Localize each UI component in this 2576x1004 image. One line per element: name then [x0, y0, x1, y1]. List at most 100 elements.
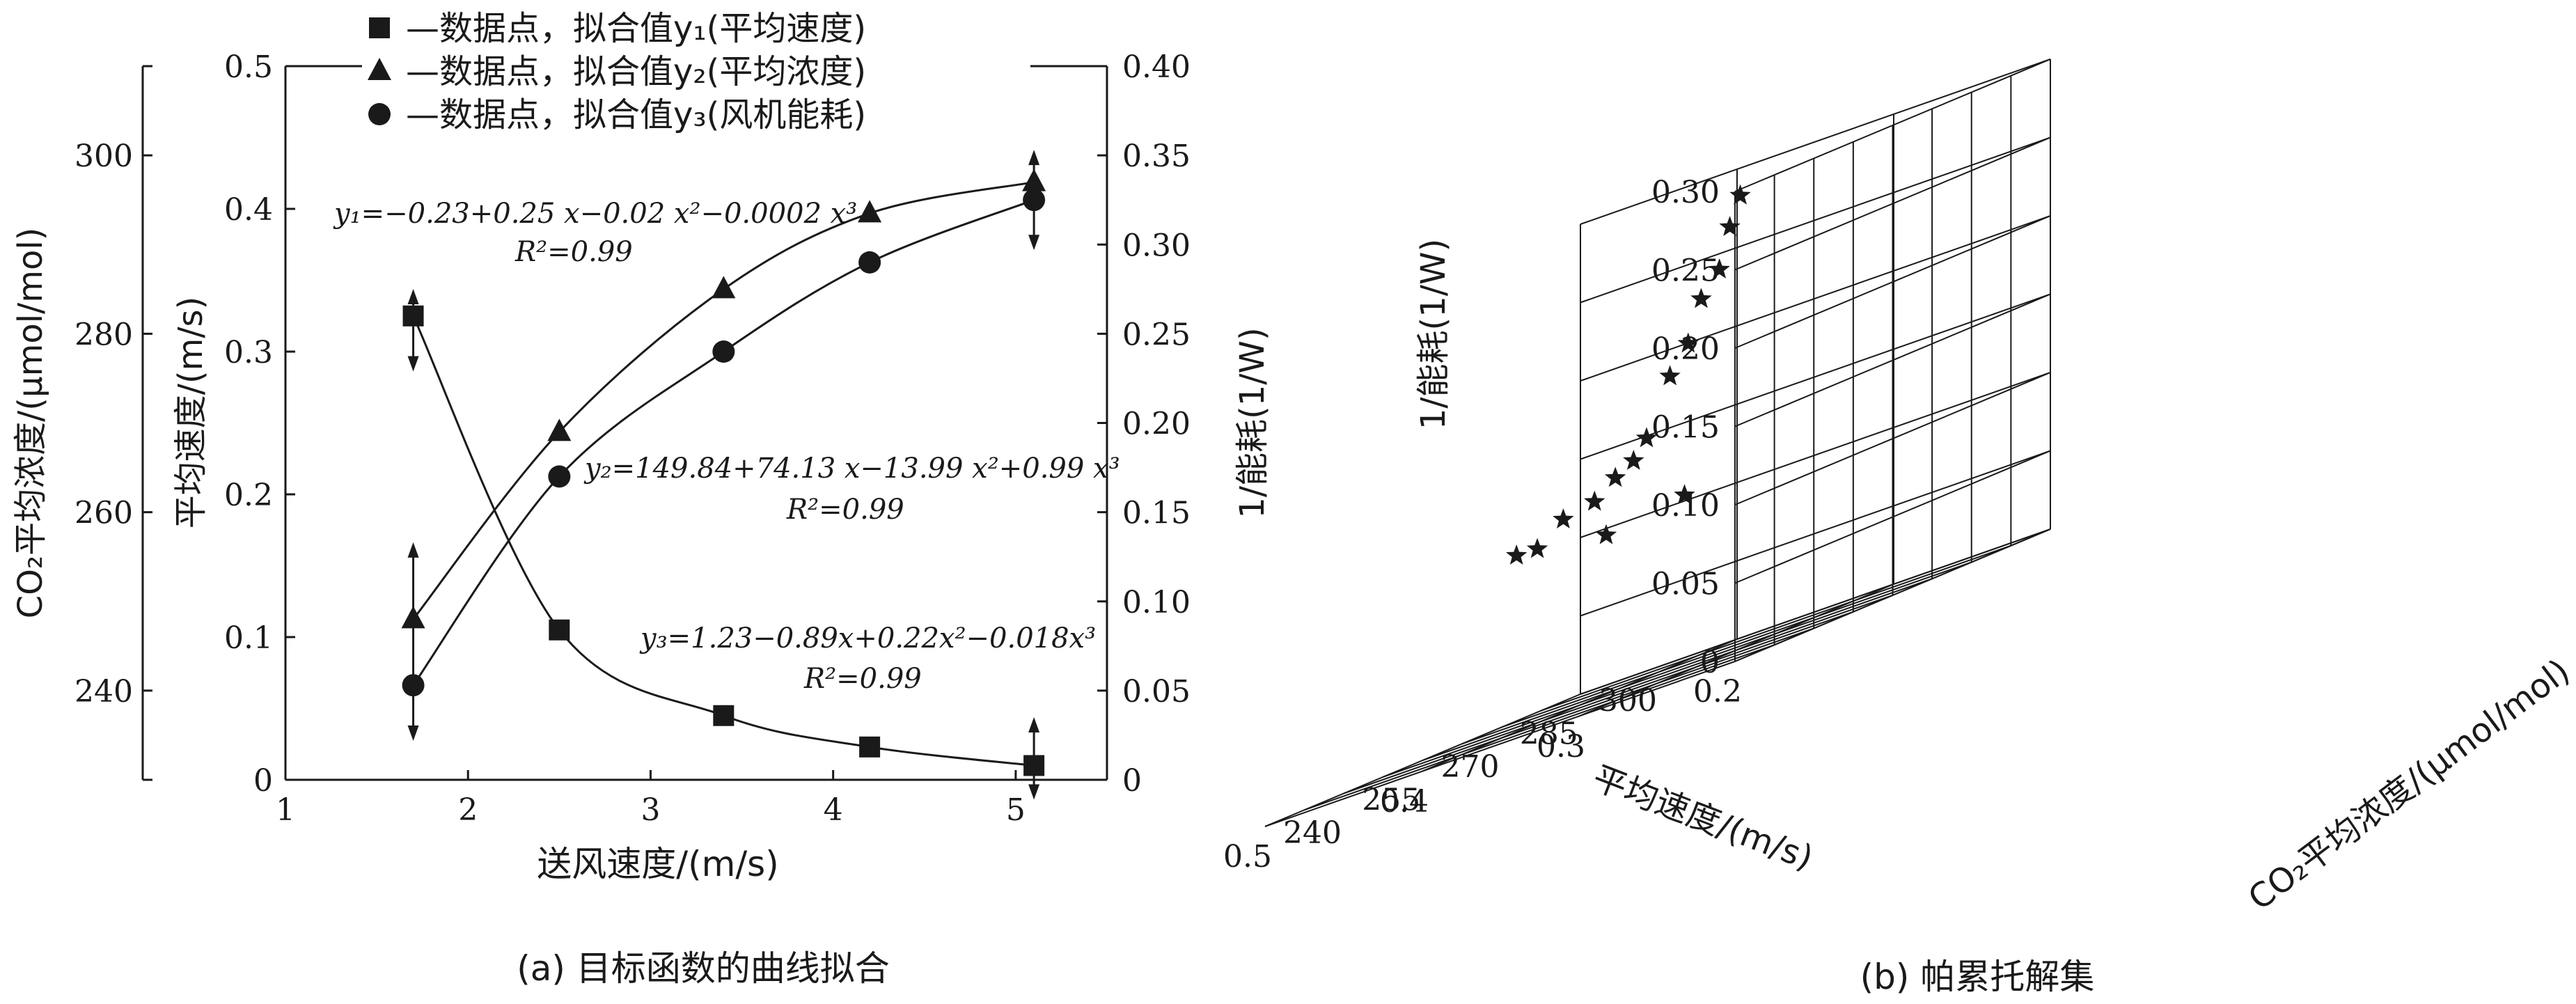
tick-label-x: 0.4 — [1380, 784, 1429, 819]
pareto-point — [1623, 450, 1644, 470]
tick-label-left-outer: 240 — [74, 674, 133, 709]
pareto-point — [1584, 490, 1605, 511]
r2-y2: R²=0.99 — [786, 494, 904, 526]
grid-wall-right-w — [1734, 293, 2051, 428]
grid-wall-left-w — [1580, 293, 2051, 460]
pareto-point — [1729, 184, 1751, 205]
fit-curve-y1 — [412, 315, 1035, 767]
tick-label-left-inner: 0.3 — [224, 335, 273, 370]
tick-label-right: 0.15 — [1122, 496, 1191, 531]
pareto-point — [1677, 332, 1699, 353]
tick-label-left-inner: 0 — [253, 763, 273, 799]
pareto-point — [1690, 288, 1712, 308]
fit-curve-y3 — [412, 198, 1035, 687]
tick-label-z: 0.15 — [1651, 410, 1720, 446]
group-arrow-left-bottom-head-down — [407, 725, 419, 741]
group-arrow-right-bottom-head-down — [1028, 784, 1040, 800]
tick-label-x: 4 — [824, 792, 843, 828]
legend-marker-circle — [368, 103, 391, 125]
equation-y1: y₁=−0.23+0.25 x−0.02 x²−0.0002 x³ — [333, 198, 857, 230]
tick-label-right: 0.10 — [1122, 585, 1191, 620]
tick-label-y: 240 — [1283, 815, 1342, 851]
group-arrow-left-top-head-up — [407, 289, 419, 304]
tick-label-left-inner: 0.1 — [224, 620, 273, 656]
grid-wall-right-w — [1734, 136, 2051, 271]
grid-floor-v — [1422, 595, 1893, 761]
tick-label-x: 1 — [276, 792, 295, 828]
r2-y1: R²=0.99 — [515, 236, 633, 268]
grid-wall-left-w — [1580, 372, 2051, 538]
grid-wall-right-w — [1734, 215, 2051, 349]
pareto-point — [1506, 544, 1527, 565]
data-point-y3 — [548, 465, 571, 488]
legend-marker-square — [369, 17, 390, 38]
pareto-point — [1526, 538, 1548, 558]
tick-label-z: 0.25 — [1651, 253, 1720, 289]
fit-curve-y2 — [412, 181, 1035, 620]
legend-label: —数据点，拟合值y₁(平均速度) — [406, 9, 866, 48]
tick-label-y: 270 — [1441, 749, 1500, 785]
grid-wall-left-w — [1580, 528, 2051, 695]
pareto-point — [1635, 427, 1658, 448]
tick-label-x: 5 — [1006, 792, 1026, 828]
x-axis-title: 平均速度/(m/s) — [1587, 758, 1818, 878]
legend-label: —数据点，拟合值y₂(平均浓度) — [406, 52, 866, 91]
data-point-y1 — [549, 619, 570, 641]
pareto-point — [1659, 365, 1681, 386]
tick-label-x: 0.3 — [1537, 729, 1585, 764]
equation-y3: y₃=1.23−0.89x+0.22x²−0.018x³ — [639, 622, 1096, 654]
tick-label-right: 0.25 — [1122, 317, 1191, 352]
tick-label-left-outer: 300 — [74, 139, 133, 174]
grid-wall-left-w — [1580, 215, 2051, 382]
data-point-y2 — [858, 200, 882, 223]
tick-label-right: 0.30 — [1122, 228, 1191, 263]
equation-y2: y₂=149.84+74.13 x−13.99 x²+0.99 x³ — [583, 453, 1120, 485]
tick-label-left-inner: 0.5 — [224, 49, 273, 85]
grid-wall-right-w — [1734, 450, 2051, 584]
tick-label-y: 285 — [1520, 716, 1578, 752]
x-axis-title: 送风速度/(m/s) — [537, 844, 778, 884]
tick-label-x: 2 — [458, 792, 478, 828]
pareto-point — [1719, 216, 1741, 236]
y-axis-title-inner: 平均速度/(m/s) — [171, 297, 210, 529]
data-point-y2 — [712, 276, 736, 299]
tick-label-y: 300 — [1599, 683, 1657, 719]
y-axis-title: CO₂平均浓度/(μmol/mol) — [2241, 652, 2576, 918]
tick-label-z: 0.30 — [1651, 175, 1720, 210]
tick-label-right: 0.40 — [1122, 49, 1191, 85]
tick-label-left-inner: 0.2 — [224, 478, 273, 513]
tick-label-x: 3 — [641, 792, 660, 828]
data-point-y1 — [713, 705, 735, 726]
tick-label-y: 255 — [1362, 783, 1420, 818]
group-arrow-left-top-head-down — [407, 356, 419, 372]
panel-b: 00.050.100.150.200.250.300.20.30.40.5240… — [1223, 58, 2576, 997]
panel-a: 240 260 280 300 0 0.1 0.2 0.3 0.4 0.5 0 0.05 0.10 0.1… — [11, 9, 1272, 989]
group-arrow-right-top-head-up — [1028, 150, 1040, 166]
tick-label-left-outer: 280 — [74, 317, 133, 352]
grid-wall-right-w — [1734, 58, 2051, 192]
grid-wall-left-w — [1580, 58, 2051, 225]
r2-y3: R²=0.99 — [803, 663, 922, 695]
tick-label-x: 0.5 — [1223, 839, 1272, 874]
tick-label-left-outer: 260 — [74, 496, 133, 531]
tick-label-right: 0.35 — [1122, 139, 1191, 174]
panel-caption-a: (a) 目标函数的曲线拟合 — [517, 948, 890, 989]
z-axis-title: 1/能耗(1/W) — [1414, 239, 1453, 430]
grid-wall-left-w — [1580, 450, 2051, 617]
tick-label-z: 0 — [1700, 645, 1720, 680]
data-point-y3 — [858, 251, 881, 274]
data-point-y1 — [859, 736, 881, 758]
grid-wall-left-w — [1580, 136, 2051, 304]
group-arrow-right-bottom-head-up — [1028, 717, 1040, 732]
tick-label-right: 0 — [1122, 763, 1142, 799]
y-axis-title-right: 1/能耗(1/W) — [1233, 327, 1272, 518]
pareto-point — [1553, 508, 1574, 528]
tick-label-x: 0.2 — [1693, 674, 1742, 709]
group-arrow-left-bottom-head-up — [407, 542, 419, 558]
tick-label-right: 0.20 — [1122, 407, 1191, 442]
pareto-point — [1674, 484, 1695, 505]
grid-floor-v — [1264, 661, 1736, 827]
grid-wall-right-w — [1734, 372, 2051, 505]
grid-floor-v — [1343, 627, 1814, 794]
